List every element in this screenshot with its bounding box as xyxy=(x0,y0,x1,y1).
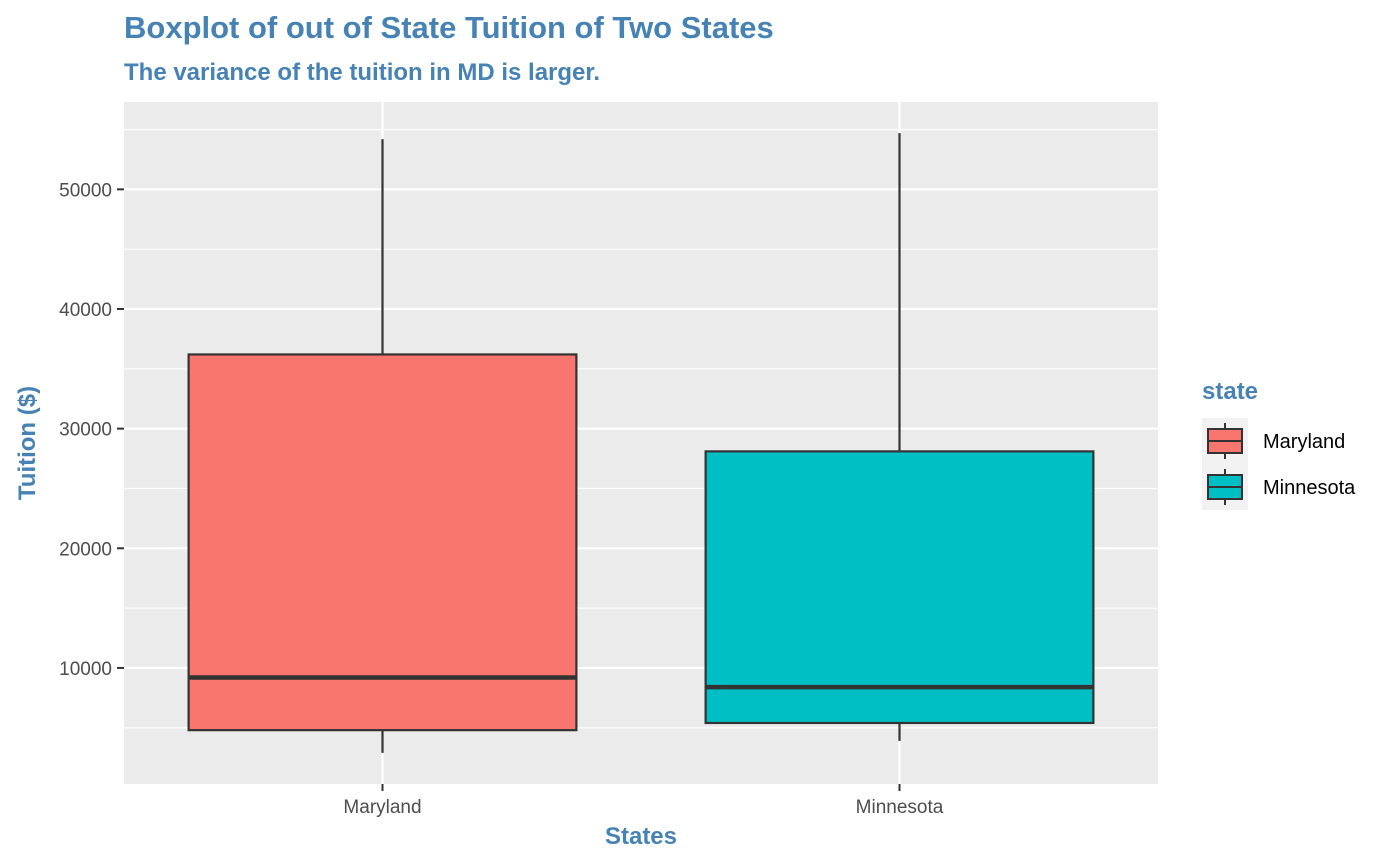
x-axis-title: States xyxy=(605,823,677,850)
y-tick-label: 20000 xyxy=(59,539,112,560)
y-tick-label: 50000 xyxy=(59,180,112,201)
legend-keys: Maryland Minnesota xyxy=(1202,418,1356,510)
y-tick-label: 10000 xyxy=(59,659,112,680)
chart-title: Boxplot of out of State Tuition of Two S… xyxy=(124,10,774,45)
legend-label: Maryland xyxy=(1263,431,1345,453)
legend-entry-minnesota: Minnesota xyxy=(1202,464,1356,510)
box-minnesota xyxy=(704,133,1095,741)
x-tick-label: Minnesota xyxy=(856,797,944,818)
x-tick-label: Maryland xyxy=(343,797,421,818)
boxes xyxy=(187,133,1095,753)
y-tick-label: 40000 xyxy=(59,300,112,321)
box-maryland xyxy=(187,139,578,753)
legend-label: Minnesota xyxy=(1263,477,1356,499)
y-axis: 10000 20000 30000 40000 50000 xyxy=(59,180,124,680)
legend-entry-maryland: Maryland xyxy=(1202,418,1345,464)
y-tick-label: 30000 xyxy=(59,420,112,441)
chart-subtitle: The variance of the tuition in MD is lar… xyxy=(124,59,600,86)
x-axis: Maryland Minnesota xyxy=(343,784,944,818)
box-iqr xyxy=(187,353,578,732)
legend-title: state xyxy=(1202,378,1258,405)
y-axis-title: Tuition ($) xyxy=(14,386,41,500)
box-iqr xyxy=(704,450,1095,725)
legend: state Maryland Minnesota xyxy=(1202,378,1356,510)
